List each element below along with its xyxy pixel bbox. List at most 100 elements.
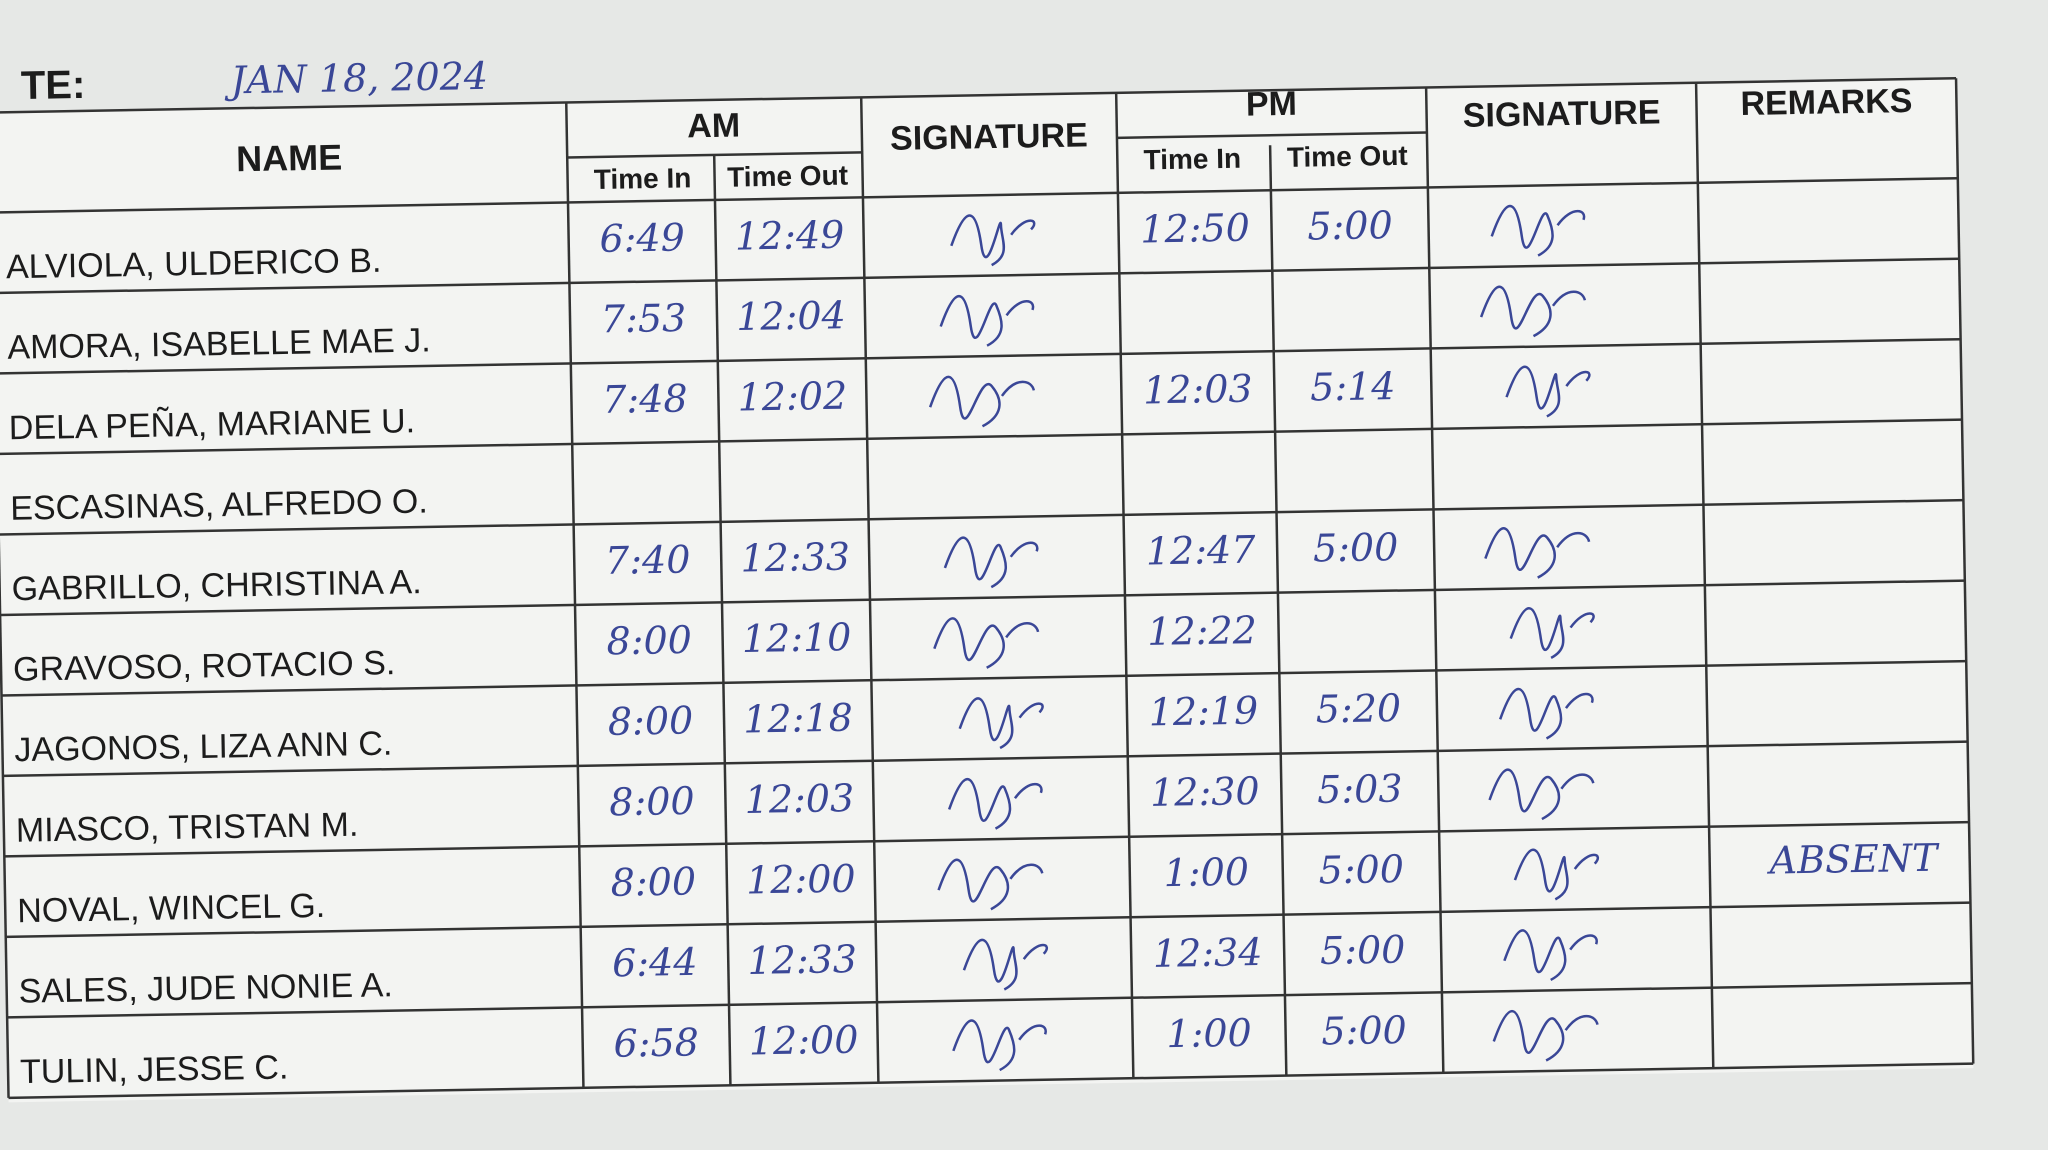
name: TULIN, JESSE C. <box>20 1048 289 1091</box>
signature <box>1492 1009 1599 1062</box>
name: JAGONOS, LIZA ANN C. <box>14 725 392 770</box>
time: 1:00 <box>1163 850 1249 895</box>
attendance-table: TE: JAN 18, 2024 NAME AM Time In Time Ou… <box>0 54 1975 1103</box>
time: 12:33 <box>740 535 850 581</box>
signature <box>950 214 1036 267</box>
time: 5:00 <box>1318 847 1404 892</box>
time: 12:00 <box>746 857 856 903</box>
header-name: NAME <box>236 136 343 179</box>
header-time-in: Time In <box>1143 143 1241 176</box>
name: GRAVOSO, ROTACIO S. <box>13 644 396 689</box>
time: 12:03 <box>1143 367 1253 413</box>
time: 6:49 <box>599 215 685 260</box>
column-line <box>0 112 10 1098</box>
row-line <box>1 659 1967 697</box>
signature <box>1498 687 1594 740</box>
header-am: AM <box>687 106 741 145</box>
remark: ABSENT <box>1766 836 1940 883</box>
signature <box>1513 848 1600 901</box>
name: SALES, JUDE NONIE A. <box>18 966 393 1011</box>
signature <box>1505 365 1591 418</box>
name: ESCASINAS, ALFREDO O. <box>10 482 428 527</box>
time: 8:00 <box>609 779 695 824</box>
name: AMORA, ISABELLE MAE J. <box>7 321 431 366</box>
signature <box>952 1019 1047 1072</box>
column-line <box>565 102 585 1088</box>
signature <box>933 617 1040 669</box>
column-line <box>1424 87 1445 1073</box>
table-border <box>0 76 1957 114</box>
row-line <box>0 257 1960 295</box>
signature <box>1484 526 1591 579</box>
header-divider <box>1116 131 1427 140</box>
name: GABRILLO, CHRISTINA A. <box>11 563 422 608</box>
row-line <box>0 418 1963 456</box>
date-label: TE: <box>20 63 85 108</box>
date: JAN 18, 2024 <box>223 54 488 103</box>
time: 12:30 <box>1150 769 1260 815</box>
time: 12:19 <box>1148 689 1258 735</box>
header-signature: SIGNATURE <box>890 116 1088 157</box>
time: 5:03 <box>1317 767 1403 812</box>
header-signature: SIGNATURE <box>1462 93 1660 134</box>
row-line <box>8 1062 1974 1100</box>
time: 8:00 <box>610 859 696 904</box>
signature <box>928 375 1036 428</box>
row-line <box>0 498 1964 536</box>
name: ALVIOLA, ULDERICO B. <box>6 242 382 287</box>
time: 5:00 <box>1313 525 1399 570</box>
time: 1:00 <box>1166 1011 1252 1056</box>
time: 5:00 <box>1320 927 1406 972</box>
time: 7:40 <box>605 537 691 582</box>
column-line <box>1694 82 1715 1069</box>
time: 6:44 <box>612 940 698 985</box>
time: 12:33 <box>747 937 857 983</box>
header-time-in: Time In <box>594 162 692 195</box>
row-line <box>7 981 1972 1019</box>
time: 12:49 <box>734 213 844 259</box>
time: 8:00 <box>606 618 692 663</box>
time: 5:00 <box>1321 1008 1407 1053</box>
signature <box>937 858 1044 911</box>
signature <box>947 777 1043 830</box>
header-time-out: Time Out <box>1287 140 1408 173</box>
name: MIASCO, TRISTAN M. <box>16 806 359 850</box>
signature <box>943 536 1039 589</box>
time: 12:04 <box>736 293 846 339</box>
column-line <box>1954 78 1975 1064</box>
header-time-out: Time Out <box>727 160 848 193</box>
column-line <box>712 154 732 1086</box>
time: 7:48 <box>602 376 688 421</box>
signature <box>1488 768 1595 821</box>
signature <box>1503 929 1598 982</box>
time: 5:20 <box>1315 686 1401 731</box>
time: 12:34 <box>1153 930 1263 976</box>
row-line <box>4 820 1970 858</box>
row-line <box>0 579 1965 617</box>
time: 12:22 <box>1147 608 1257 654</box>
header-remarks: REMARKS <box>1740 82 1913 123</box>
column-line <box>1268 145 1288 1076</box>
signature <box>1479 285 1587 338</box>
time: 6:58 <box>613 1020 699 1065</box>
time: 12:02 <box>737 374 847 420</box>
header-divider <box>567 151 863 159</box>
row-line <box>5 901 1971 939</box>
column-line <box>1114 92 1135 1079</box>
time: 5:14 <box>1310 364 1396 409</box>
signature <box>1490 204 1586 257</box>
signature <box>939 294 1035 347</box>
time: 12:00 <box>749 1018 859 1064</box>
time: 12:10 <box>741 615 851 661</box>
time: 12:18 <box>743 696 853 742</box>
time: 12:03 <box>744 776 854 822</box>
signature <box>1509 607 1595 659</box>
name: NOVAL, WINCEL G. <box>17 887 326 930</box>
time: 8:00 <box>608 698 694 743</box>
table-bg <box>0 78 1974 1103</box>
signature <box>962 938 1049 991</box>
name: DELA PEÑA, MARIANE U. <box>9 402 416 447</box>
column-line <box>859 97 880 1083</box>
